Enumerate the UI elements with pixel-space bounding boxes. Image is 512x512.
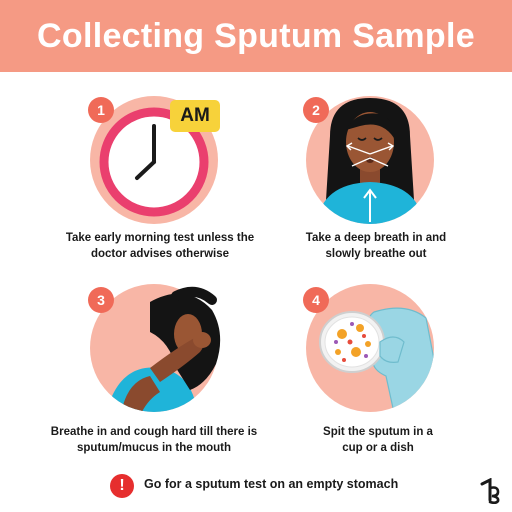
step-4-card: 4 Spit the sputum in a cup or a dish — [256, 272, 512, 462]
tata-1mg-logo-icon — [480, 478, 500, 504]
step-number-badge: 2 — [303, 97, 329, 123]
step-2-card: 2 Take a deep breath in and slowly breat… — [256, 80, 512, 270]
exclamation-icon: ! — [110, 474, 134, 498]
am-label: AM — [180, 105, 210, 126]
step-number-badge: 3 — [88, 287, 114, 313]
step-3-card: 3 Breathe in and cough hard till there i… — [0, 272, 257, 462]
tip-text: Go for a sputum test on an empty stomach — [144, 477, 399, 491]
step-caption: Spit the sputum in a cup or a dish — [323, 426, 433, 454]
alarm-clock-icon — [90, 96, 220, 224]
step-number-badge: 4 — [303, 287, 329, 313]
step-caption: Breathe in and cough hard till there is … — [50, 426, 258, 454]
breathing-woman-icon — [306, 96, 434, 224]
step-caption: Take a deep breath in and slowly breathe… — [305, 232, 447, 260]
tip-banner: ! Go for a sputum test on an empty stoma… — [110, 472, 410, 500]
step-number-badge: 1 — [88, 97, 114, 123]
step-1-card: AM 1 Take early morning test unless the … — [0, 80, 256, 270]
header-bar: Collecting Sputum Sample — [0, 0, 512, 72]
page-title: Collecting Sputum Sample — [37, 17, 475, 55]
coughing-woman-icon — [90, 284, 221, 412]
step-caption: Take early morning test unless the docto… — [65, 232, 255, 260]
petri-dish-icon — [306, 284, 434, 412]
